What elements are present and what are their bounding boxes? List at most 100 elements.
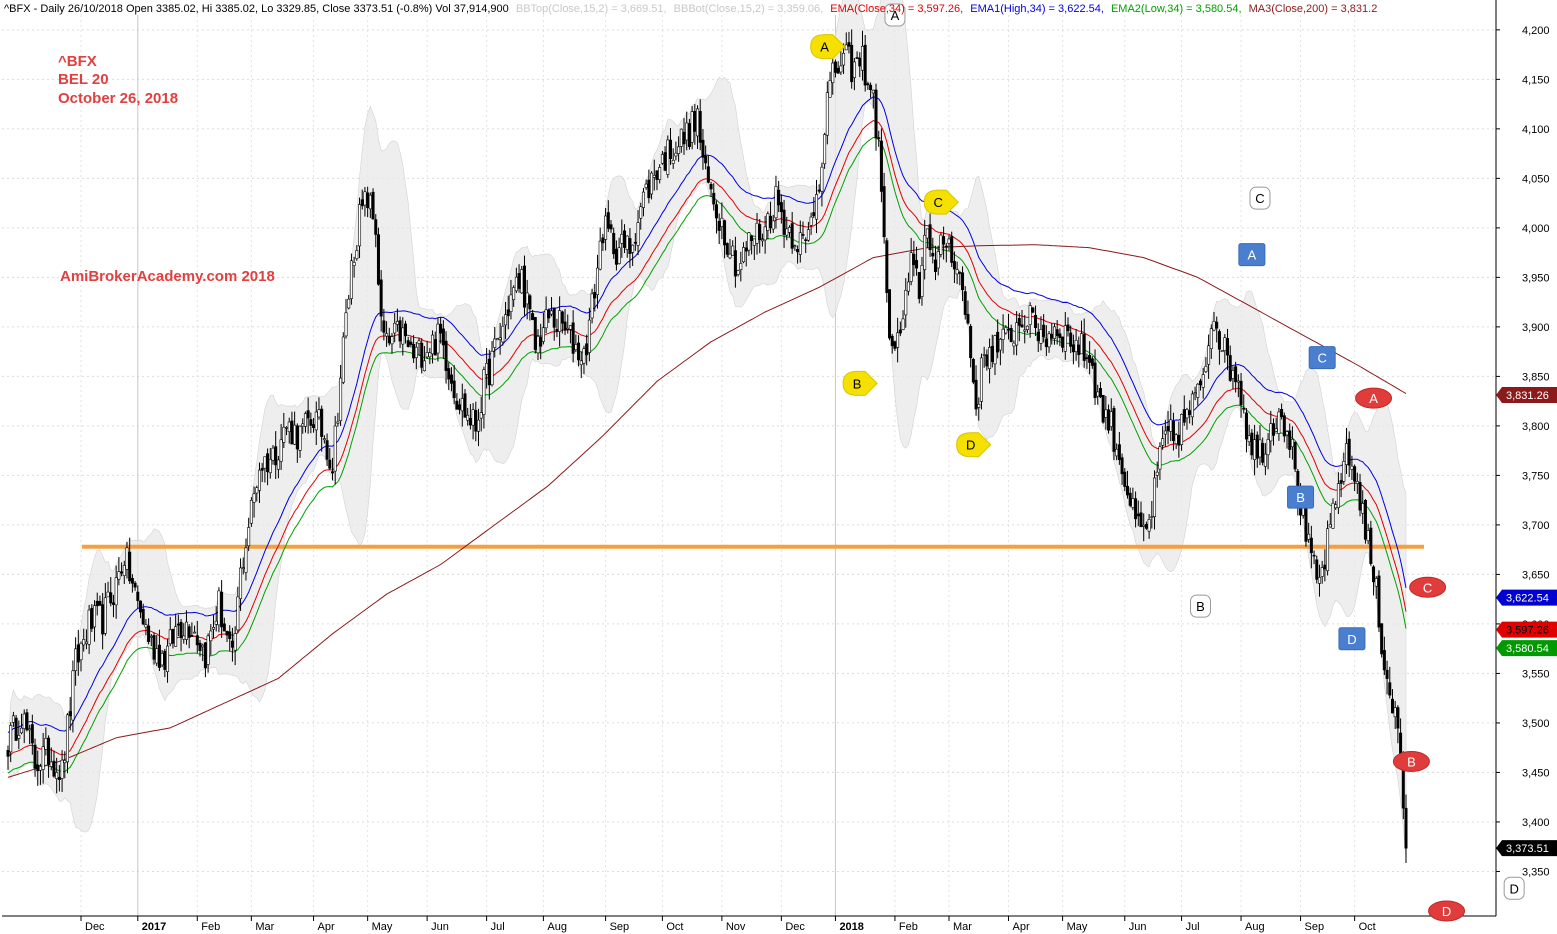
candle-body [774, 186, 778, 219]
candle-body [771, 220, 775, 230]
candle-body [517, 273, 521, 289]
candle-body [147, 625, 151, 642]
marker-white [1189, 594, 1211, 618]
candle-body [1396, 707, 1400, 729]
candle-body [988, 347, 992, 369]
candle-body [228, 631, 232, 639]
candle-body [982, 354, 986, 356]
marker-yellow [842, 370, 878, 396]
marker-label: A [1248, 248, 1257, 263]
marker-yellow [956, 432, 992, 458]
candle-body [1358, 482, 1362, 511]
candle-body [276, 459, 280, 470]
candle-body [214, 620, 218, 625]
marker-label: C [1255, 191, 1264, 206]
candle-body [182, 635, 186, 640]
y-tick-label: 3,450 [1522, 767, 1550, 779]
x-tick-label: Feb [201, 921, 220, 933]
candle-body [617, 247, 621, 264]
x-tick-label: May [1067, 921, 1088, 933]
candle-body [820, 166, 824, 192]
candle-body [1342, 461, 1346, 482]
candle-body [17, 735, 21, 739]
candle-body [1347, 438, 1351, 466]
candle-body [128, 551, 132, 582]
candle-body [303, 413, 307, 427]
marker-blue [1338, 627, 1366, 651]
candle-body [758, 224, 762, 240]
candle-body [1277, 411, 1281, 434]
candle-body [566, 327, 570, 330]
candlesticks [6, 29, 1408, 863]
candle-body [206, 635, 210, 665]
candle-body [806, 229, 810, 241]
value-tag-bg [1496, 621, 1557, 638]
candle-body [690, 111, 694, 143]
candle-body [842, 53, 846, 66]
candle-body [787, 227, 791, 233]
candle-body [966, 314, 970, 324]
candle-body [555, 329, 559, 332]
candle-body [317, 409, 321, 418]
candle-body [685, 122, 689, 141]
chart-annotation: ^BFX BEL 20 October 26, 2018 AmiBrokerAc… [58, 53, 275, 285]
x-tick-label: Feb [899, 921, 918, 933]
candle-body [641, 191, 645, 208]
candle-body [939, 234, 943, 255]
candle-body [195, 635, 199, 646]
x-tick-label: Nov [726, 921, 746, 933]
y-tick-label: 3,650 [1522, 569, 1550, 581]
candle-body [117, 571, 121, 580]
y-tick-label: 3,500 [1522, 718, 1550, 730]
candle-body [347, 298, 351, 309]
candle-body [106, 591, 110, 598]
candle-body [255, 487, 259, 494]
candle-body [352, 262, 356, 266]
marker-label: C [934, 195, 943, 210]
candle-body [1085, 357, 1089, 359]
candle-body [769, 215, 773, 228]
candle-body [825, 92, 829, 136]
candle-body [141, 608, 145, 625]
marker-white [1249, 186, 1271, 210]
candle-body [744, 247, 748, 252]
date-axis: Dec 2017 Feb Mar Apr May Jun Jul Aug Sep Oct Nov Dec… [80, 916, 1376, 933]
candle-body [244, 547, 248, 573]
candle-body [693, 111, 697, 132]
candle-body [1134, 498, 1138, 520]
marker-label: D [1509, 881, 1518, 896]
candle-body [163, 650, 167, 670]
candle-body [706, 166, 710, 183]
candle-body [374, 219, 378, 235]
candle-body [1317, 577, 1321, 584]
candle-body [609, 224, 613, 230]
candle-body [631, 244, 635, 253]
candle-body [901, 318, 905, 330]
candle-body [1369, 527, 1373, 564]
candle-body [1385, 669, 1389, 679]
candle-body [379, 279, 383, 317]
candle-body [257, 469, 261, 491]
candle-body [201, 644, 205, 648]
candle-body [1261, 442, 1265, 463]
candle-body [225, 630, 229, 636]
candle-body [1217, 331, 1221, 350]
candle-body [1061, 336, 1065, 348]
candle-body [1293, 441, 1297, 470]
x-tick-label: Dec [785, 921, 805, 933]
candle-body [731, 245, 735, 256]
y-tick-label: 3,350 [1522, 866, 1550, 878]
candle-body [366, 192, 370, 208]
candle-body [563, 321, 567, 331]
candle-body [606, 212, 610, 229]
candle-body [103, 597, 107, 634]
value-tag-label: 3,622.54 [1506, 593, 1549, 605]
candle-body [1066, 324, 1070, 332]
candle-body [41, 746, 45, 770]
candle-body [539, 337, 543, 347]
candle-body [1161, 438, 1165, 446]
candle-body [314, 411, 318, 431]
candle-body [525, 292, 529, 305]
candle-body [1198, 380, 1202, 386]
x-tick-label: Mar [953, 921, 972, 933]
